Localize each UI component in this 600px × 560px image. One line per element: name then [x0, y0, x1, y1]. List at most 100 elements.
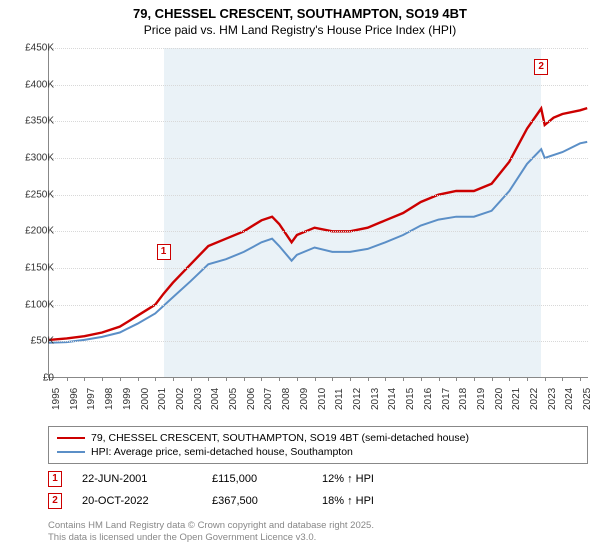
y-axis-label: £250K — [25, 189, 54, 200]
x-tick — [492, 377, 493, 381]
x-axis-label: 2000 — [140, 388, 151, 410]
x-axis-label: 2004 — [210, 388, 221, 410]
x-tick — [102, 377, 103, 381]
gridline — [49, 231, 588, 232]
sale-marker-1: 1 — [157, 244, 171, 260]
x-axis-label: 2006 — [246, 388, 257, 410]
x-tick — [173, 377, 174, 381]
x-axis-label: 2010 — [317, 388, 328, 410]
sales-row: 220-OCT-2022£367,50018% ↑ HPI — [48, 490, 588, 512]
footer-line: This data is licensed under the Open Gov… — [48, 532, 588, 544]
x-tick — [208, 377, 209, 381]
x-tick — [226, 377, 227, 381]
x-axis-label: 2014 — [387, 388, 398, 410]
y-axis-label: £350K — [25, 116, 54, 127]
legend-swatch — [57, 451, 85, 453]
legend-item: HPI: Average price, semi-detached house,… — [57, 445, 579, 459]
x-axis-label: 1998 — [104, 388, 115, 410]
gridline — [49, 341, 588, 342]
x-axis-label: 2017 — [441, 388, 452, 410]
x-axis-label: 1997 — [86, 388, 97, 410]
sales-diff: 12% ↑ HPI — [322, 473, 412, 485]
gridline — [49, 85, 588, 86]
sales-marker: 2 — [48, 493, 62, 509]
legend-swatch — [57, 437, 85, 439]
x-axis-label: 1999 — [122, 388, 133, 410]
x-tick — [244, 377, 245, 381]
x-axis-label: 2007 — [263, 388, 274, 410]
x-tick — [350, 377, 351, 381]
sales-diff: 18% ↑ HPI — [322, 495, 412, 507]
sales-date: 22-JUN-2001 — [82, 473, 192, 485]
x-axis-label: 1995 — [51, 388, 62, 410]
sales-row: 1 22-JUN-2001 £115,000 12% ↑ HPI — [48, 468, 588, 490]
x-axis-label: 2003 — [193, 388, 204, 410]
sales-marker: 1 — [48, 471, 62, 487]
gridline — [49, 48, 588, 49]
x-axis-label: 2016 — [423, 388, 434, 410]
x-axis-label: 2021 — [511, 388, 522, 410]
x-tick — [421, 377, 422, 381]
x-tick — [562, 377, 563, 381]
x-axis-label: 2019 — [476, 388, 487, 410]
x-axis-label: 2020 — [494, 388, 505, 410]
sales-price: £115,000 — [212, 473, 302, 485]
x-axis-label: 2012 — [352, 388, 363, 410]
y-axis-label: £100K — [25, 299, 54, 310]
x-axis-label: 2025 — [582, 388, 593, 410]
x-tick — [385, 377, 386, 381]
y-axis-label: £0 — [43, 373, 54, 384]
footer: Contains HM Land Registry data © Crown c… — [48, 520, 588, 545]
x-axis-label: 2018 — [458, 388, 469, 410]
x-tick — [84, 377, 85, 381]
x-tick — [580, 377, 581, 381]
x-axis-label: 2002 — [175, 388, 186, 410]
legend: 79, CHESSEL CRESCENT, SOUTHAMPTON, SO19 … — [48, 426, 588, 464]
y-axis-label: £450K — [25, 43, 54, 54]
x-axis-label: 2008 — [281, 388, 292, 410]
y-axis-label: £50K — [31, 336, 54, 347]
x-tick — [332, 377, 333, 381]
x-axis-label: 2001 — [157, 388, 168, 410]
x-axis-label: 1996 — [69, 388, 80, 410]
x-tick — [403, 377, 404, 381]
chart-title: 79, CHESSEL CRESCENT, SOUTHAMPTON, SO19 … — [0, 0, 600, 23]
x-tick — [155, 377, 156, 381]
x-axis-label: 2015 — [405, 388, 416, 410]
x-axis-label: 2024 — [564, 388, 575, 410]
x-axis-label: 2005 — [228, 388, 239, 410]
sale-marker-2: 2 — [534, 59, 548, 75]
x-tick — [509, 377, 510, 381]
x-axis-label: 2009 — [299, 388, 310, 410]
y-axis-label: £200K — [25, 226, 54, 237]
gridline — [49, 268, 588, 269]
x-tick — [120, 377, 121, 381]
x-tick — [191, 377, 192, 381]
x-axis-label: 2023 — [547, 388, 558, 410]
gridline — [49, 195, 588, 196]
x-tick — [261, 377, 262, 381]
legend-item: 79, CHESSEL CRESCENT, SOUTHAMPTON, SO19 … — [57, 431, 579, 445]
x-tick — [368, 377, 369, 381]
footer-line: Contains HM Land Registry data © Crown c… — [48, 520, 588, 532]
x-tick — [279, 377, 280, 381]
legend-label: HPI: Average price, semi-detached house,… — [91, 446, 353, 458]
y-axis-label: £400K — [25, 79, 54, 90]
gridline — [49, 158, 588, 159]
sales-table: 122-JUN-2001£115,00012% ↑ HPI220-OCT-202… — [48, 468, 588, 512]
x-axis-label: 2022 — [529, 388, 540, 410]
chart-plot-area: 12 — [48, 48, 588, 378]
sales-price: £367,500 — [212, 495, 302, 507]
x-tick — [527, 377, 528, 381]
chart-lines — [49, 48, 588, 377]
y-axis-label: £300K — [25, 153, 54, 164]
x-tick — [439, 377, 440, 381]
x-tick — [474, 377, 475, 381]
x-tick — [297, 377, 298, 381]
chart-subtitle: Price paid vs. HM Land Registry's House … — [0, 23, 600, 43]
x-axis-label: 2011 — [334, 388, 345, 410]
x-tick — [545, 377, 546, 381]
x-tick — [67, 377, 68, 381]
legend-label: 79, CHESSEL CRESCENT, SOUTHAMPTON, SO19 … — [91, 432, 469, 444]
y-axis-label: £150K — [25, 263, 54, 274]
